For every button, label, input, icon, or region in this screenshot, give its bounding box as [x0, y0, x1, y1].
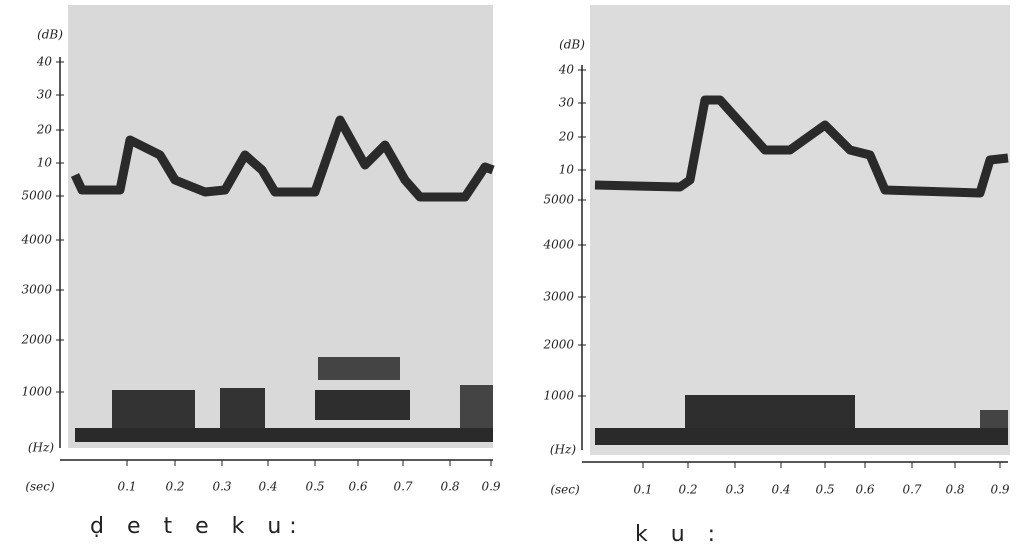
db-label: (dB): [559, 38, 585, 52]
sec-tick-label: 0.6: [855, 483, 874, 497]
formant-band: [318, 357, 400, 380]
sec-tick-label: 0.2: [165, 480, 184, 494]
sec-tick-label: 0.8: [945, 483, 964, 497]
sec-tick-label: 0.7: [902, 483, 921, 497]
hz-tick-label: 1000: [543, 389, 574, 403]
sec-tick-label: 0.1: [633, 483, 652, 497]
hz-tick-label: 2000: [20, 333, 52, 347]
spectrogram-background: [590, 5, 1010, 455]
formant-band: [460, 385, 493, 435]
amplitude-curve: [594, 95, 1009, 198]
sec-tick-label: 0.4: [258, 480, 277, 494]
db-tick-label: 20: [36, 123, 53, 137]
hz-tick-label: 3000: [543, 290, 574, 304]
db-tick-label: 10: [37, 156, 53, 170]
sec-tick-label: 0.7: [393, 480, 412, 494]
transcription: ḍ e t e k u:: [90, 514, 305, 539]
sec-tick-label: 0.4: [771, 483, 790, 497]
hz-tick-label: 3000: [21, 283, 52, 297]
amplitude-curve: [70, 115, 495, 202]
hz-tick-label: 2000: [542, 338, 574, 352]
hz-tick-label: 5000: [543, 193, 574, 207]
sec-tick-label: 0.2: [678, 483, 697, 497]
voicing-bar: [75, 428, 493, 442]
formant-band: [315, 390, 410, 420]
db-tick-label: 30: [559, 96, 575, 110]
db-tick-label: 20: [558, 130, 575, 144]
spectrogram-background: [68, 5, 493, 448]
sec-tick-label: 0.1: [117, 480, 136, 494]
spectrogram-left: [68, 5, 495, 448]
formant-band: [112, 390, 195, 435]
db-tick-label: 40: [558, 63, 575, 77]
db-label: (dB): [37, 28, 63, 42]
hz-tick-label: 5000: [21, 189, 52, 203]
transcription: k u :: [635, 522, 723, 547]
hz-label: (Hz): [28, 441, 54, 455]
db-tick-label: 30: [37, 88, 53, 102]
sec-label: (sec): [550, 483, 580, 497]
sec-tick-label: 0.9: [990, 483, 1009, 497]
db-tick-label: 40: [36, 55, 53, 69]
sec-label: (sec): [25, 480, 55, 494]
sec-tick-label: 0.3: [212, 480, 231, 494]
hz-tick-label: 4000: [20, 233, 52, 247]
formant-band: [220, 388, 265, 432]
spectrogram-right: [590, 5, 1010, 455]
sec-tick-label: 0.5: [305, 480, 324, 494]
hz-label: (Hz): [550, 443, 576, 457]
sec-tick-label: 0.5: [815, 483, 834, 497]
sec-tick-label: 0.8: [440, 480, 459, 494]
sec-tick-label: 0.3: [725, 483, 744, 497]
hz-tick-label: 1000: [21, 385, 52, 399]
db-tick-label: 10: [559, 163, 575, 177]
voicing-bar: [595, 428, 1008, 445]
hz-tick-label: 4000: [542, 238, 574, 252]
sec-tick-label: 0.9: [481, 480, 500, 494]
sec-tick-label: 0.6: [348, 480, 367, 494]
